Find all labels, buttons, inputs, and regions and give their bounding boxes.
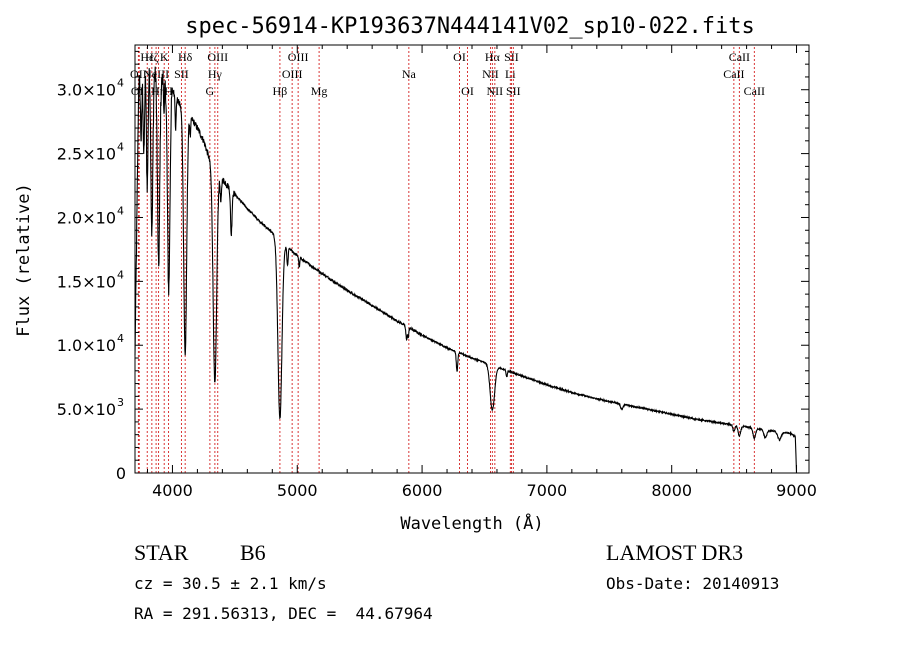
line-marker-label: K xyxy=(160,50,169,64)
line-marker-label: Hε xyxy=(140,50,154,64)
line-marker-label: OIII xyxy=(282,67,303,81)
y-tick-label: 1.5×10 xyxy=(57,272,116,291)
x-tick-label: 6000 xyxy=(402,481,443,500)
line-marker-label: G xyxy=(206,84,215,98)
chart-title: spec-56914-KP193637N444141V02_sp10-022.f… xyxy=(185,14,755,39)
x-tick-label: 8000 xyxy=(651,481,692,500)
plot-frame xyxy=(134,44,810,474)
line-marker-label: OI xyxy=(461,84,474,98)
x-axis: 4000 5000 6000 7000 8000 9000 xyxy=(146,45,817,500)
y-tick-label: 5.0×10 xyxy=(57,400,116,419)
y-tick-label: 3.0×10 xyxy=(57,81,116,100)
y-axis: 05.0×10 31.0×10 41.5×10 42.0×10 42.5×10 43.0×… xyxy=(57,50,809,483)
line-marker-label: CaII xyxy=(723,67,744,81)
coordinates: RA = 291.56313, DEC = 44.67964 xyxy=(134,604,433,623)
line-marker-label: OIII xyxy=(207,50,228,64)
line-marker-label: CaII xyxy=(744,84,765,98)
obs-date: Obs-Date: 20140913 xyxy=(606,574,780,593)
object-class: STAR xyxy=(134,540,189,565)
y-tick-exponent: 4 xyxy=(117,204,124,217)
line-marker-label: H xyxy=(164,84,173,98)
redshift-text: cz = 30.5 ± 2.1 km/s xyxy=(134,574,327,593)
x-tick-label: 5000 xyxy=(277,481,318,500)
y-tick-exponent: 4 xyxy=(117,268,124,281)
line-marker-label: NII xyxy=(482,67,499,81)
y-axis-label: Flux (relative) xyxy=(14,183,34,337)
y-tick-label: 1.0×10 xyxy=(57,336,116,355)
x-tick-label: 7000 xyxy=(527,481,568,500)
x-axis-label: Wavelength (Å) xyxy=(400,512,543,534)
line-markers: OIIOIIHεHζNeIIIHηKHSIIHδGHγOIIIHβOIIIOII… xyxy=(130,47,765,473)
line-marker-label: OII xyxy=(130,67,147,81)
spectrum-line xyxy=(134,66,798,474)
y-tick-exponent: 4 xyxy=(117,141,124,154)
y-tick-exponent: 4 xyxy=(117,332,124,345)
y-tick-exponent: 4 xyxy=(117,77,124,90)
line-marker-label: OIII xyxy=(288,50,309,64)
line-marker-label: Mg xyxy=(311,84,328,98)
line-marker-label: CaII xyxy=(729,50,750,64)
y-tick-label: 2.5×10 xyxy=(57,145,116,164)
line-marker-label: OI xyxy=(453,50,466,64)
subclass: B6 xyxy=(240,540,266,565)
survey-name: LAMOST DR3 xyxy=(606,540,744,565)
line-marker-label: Hγ xyxy=(208,67,223,81)
line-marker-label: Hδ xyxy=(178,50,193,64)
line-marker-label: SII xyxy=(504,50,519,64)
y-tick-label: 0 xyxy=(116,464,126,483)
line-marker-label: Hη xyxy=(151,84,166,98)
line-marker-label: NII xyxy=(487,84,504,98)
x-tick-label: 4000 xyxy=(152,481,193,500)
line-marker-label: SII xyxy=(506,84,521,98)
line-marker-label: Na xyxy=(402,67,417,81)
y-tick-exponent: 3 xyxy=(117,396,124,409)
line-marker-label: Hβ xyxy=(273,84,288,98)
x-tick-label: 9000 xyxy=(776,481,817,500)
line-marker-label: Li xyxy=(505,67,516,81)
line-marker-label: Hα xyxy=(485,50,501,64)
line-marker-label: Hζ xyxy=(145,50,159,64)
y-tick-label: 2.0×10 xyxy=(57,208,116,227)
line-marker-label: SII xyxy=(174,67,189,81)
